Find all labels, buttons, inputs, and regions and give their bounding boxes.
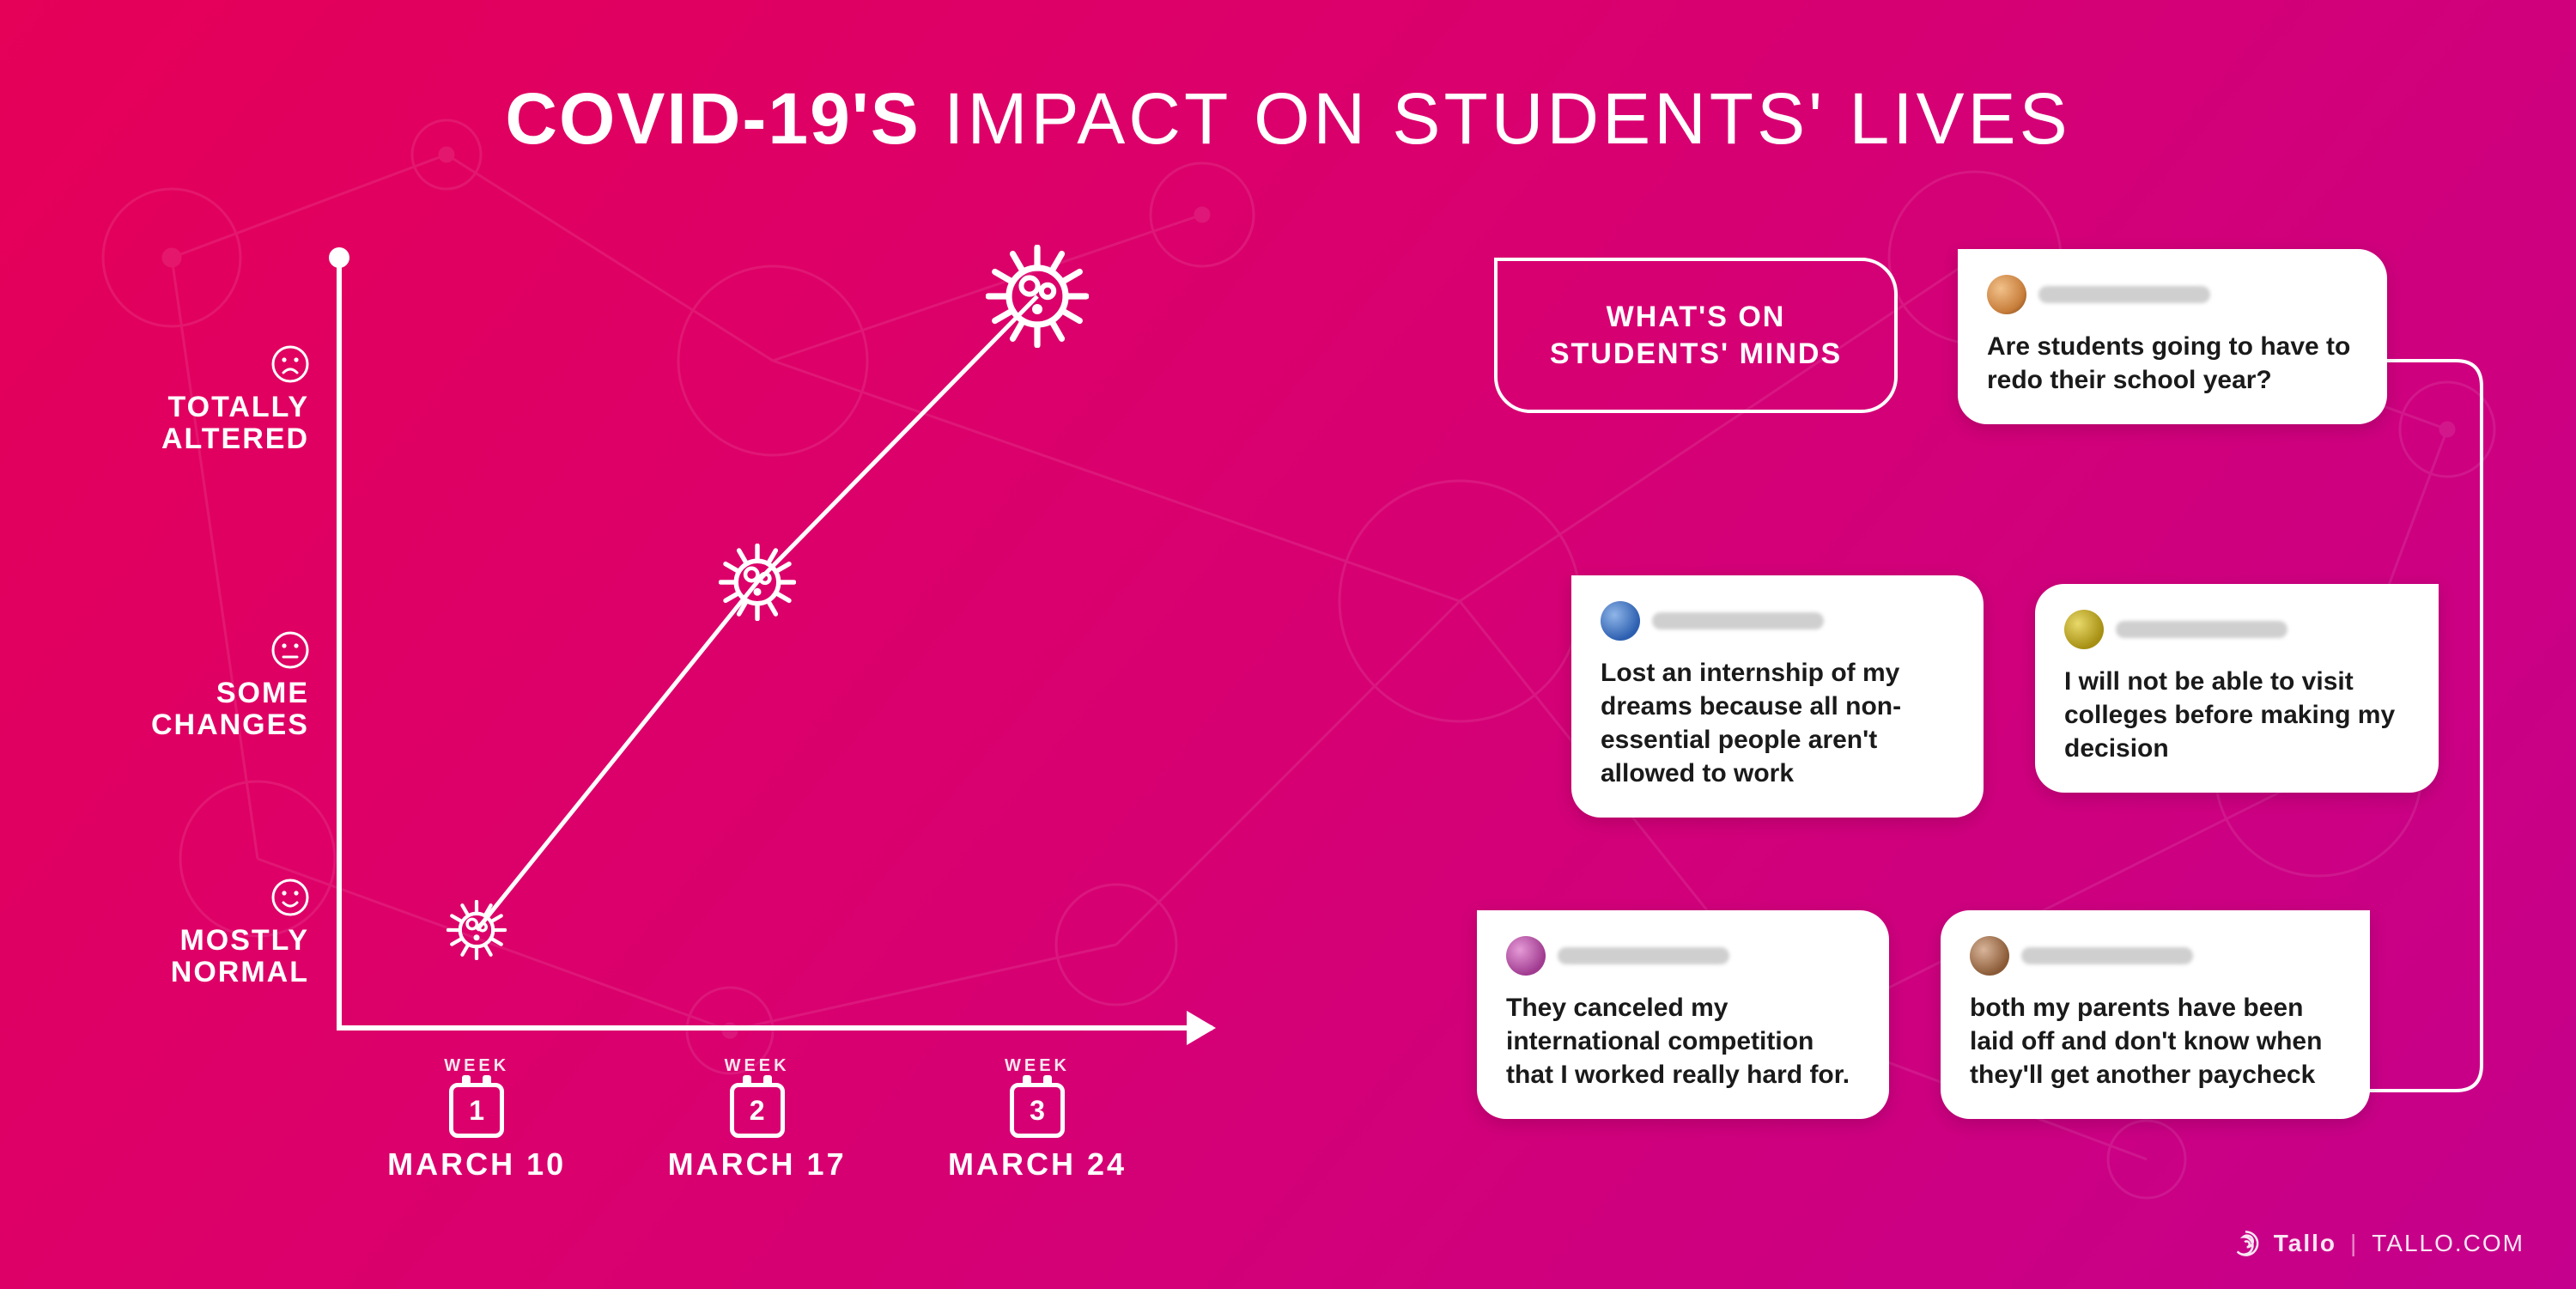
quote-text: They canceled my international competiti… <box>1506 991 1860 1091</box>
calendar-icon: 1 <box>449 1083 504 1138</box>
footer: Tallo | TALLO.COM <box>2231 1229 2524 1258</box>
x-tick: WEEK 3 MARCH 24 <box>926 1056 1149 1183</box>
title-rest: IMPACT ON STUDENTS' LIVES <box>920 78 2071 159</box>
quote-text: both my parents have been laid off and d… <box>1970 991 2341 1091</box>
virus-marker-icon <box>986 245 1089 348</box>
username-blur <box>2116 621 2287 638</box>
y-label-mostly_normal: MOSTLYNORMAL <box>103 879 309 989</box>
title-bold: COVID-19'S <box>505 78 920 159</box>
calendar-icon: 3 <box>1010 1083 1065 1138</box>
avatar-icon <box>1506 936 1546 976</box>
y-label-some_changes: SOMECHANGES <box>103 631 309 742</box>
y-label-totally_altered: TOTALLYALTERED <box>103 345 309 456</box>
quote-card-5: both my parents have been laid off and d… <box>1941 910 2370 1119</box>
username-blur <box>2038 286 2210 303</box>
brand-logo-icon <box>2231 1229 2260 1258</box>
quote-card-4: They canceled my international competiti… <box>1477 910 1889 1119</box>
footer-brand: Tallo <box>2274 1230 2336 1257</box>
calendar-icon: 2 <box>730 1083 785 1138</box>
face-neutral-icon <box>271 631 309 669</box>
avatar-icon <box>1970 936 2009 976</box>
username-blur <box>1652 612 1824 629</box>
minds-heading-box: WHAT'S ON STUDENTS' MINDS <box>1494 258 1898 413</box>
username-blur <box>1558 947 1729 964</box>
quote-text: Lost an internship of my dreams because … <box>1601 656 1954 790</box>
x-tick: WEEK 2 MARCH 17 <box>646 1056 869 1183</box>
quote-text: I will not be able to visit colleges bef… <box>2064 665 2409 765</box>
page-title: COVID-19'S IMPACT ON STUDENTS' LIVES <box>0 77 2576 161</box>
quote-card-2: Lost an internship of my dreams because … <box>1571 575 1984 818</box>
virus-marker-icon <box>447 900 507 960</box>
chart-plot-area <box>337 258 1212 1031</box>
x-tick: WEEK 1 MARCH 10 <box>365 1056 588 1183</box>
username-blur <box>2021 947 2193 964</box>
footer-url: TALLO.COM <box>2372 1230 2524 1257</box>
avatar-icon <box>2064 610 2104 649</box>
virus-marker-icon <box>719 544 796 621</box>
face-frown-icon <box>271 345 309 383</box>
impact-chart: MOSTLYNORMAL SOMECHANGES TOTALLYALTERED <box>103 258 1236 1202</box>
avatar-icon <box>1601 601 1640 641</box>
minds-heading-text: WHAT'S ON STUDENTS' MINDS <box>1550 301 1842 370</box>
quote-text: Are students going to have to redo their… <box>1987 330 2358 397</box>
avatar-icon <box>1987 275 2026 314</box>
footer-separator: | <box>2350 1230 2358 1257</box>
quotes-panel: WHAT'S ON STUDENTS' MINDS Are students g… <box>1477 249 2490 1194</box>
quote-card-1: Are students going to have to redo their… <box>1958 249 2387 424</box>
quote-card-3: I will not be able to visit colleges bef… <box>2035 584 2439 793</box>
face-smile-icon <box>271 879 309 916</box>
